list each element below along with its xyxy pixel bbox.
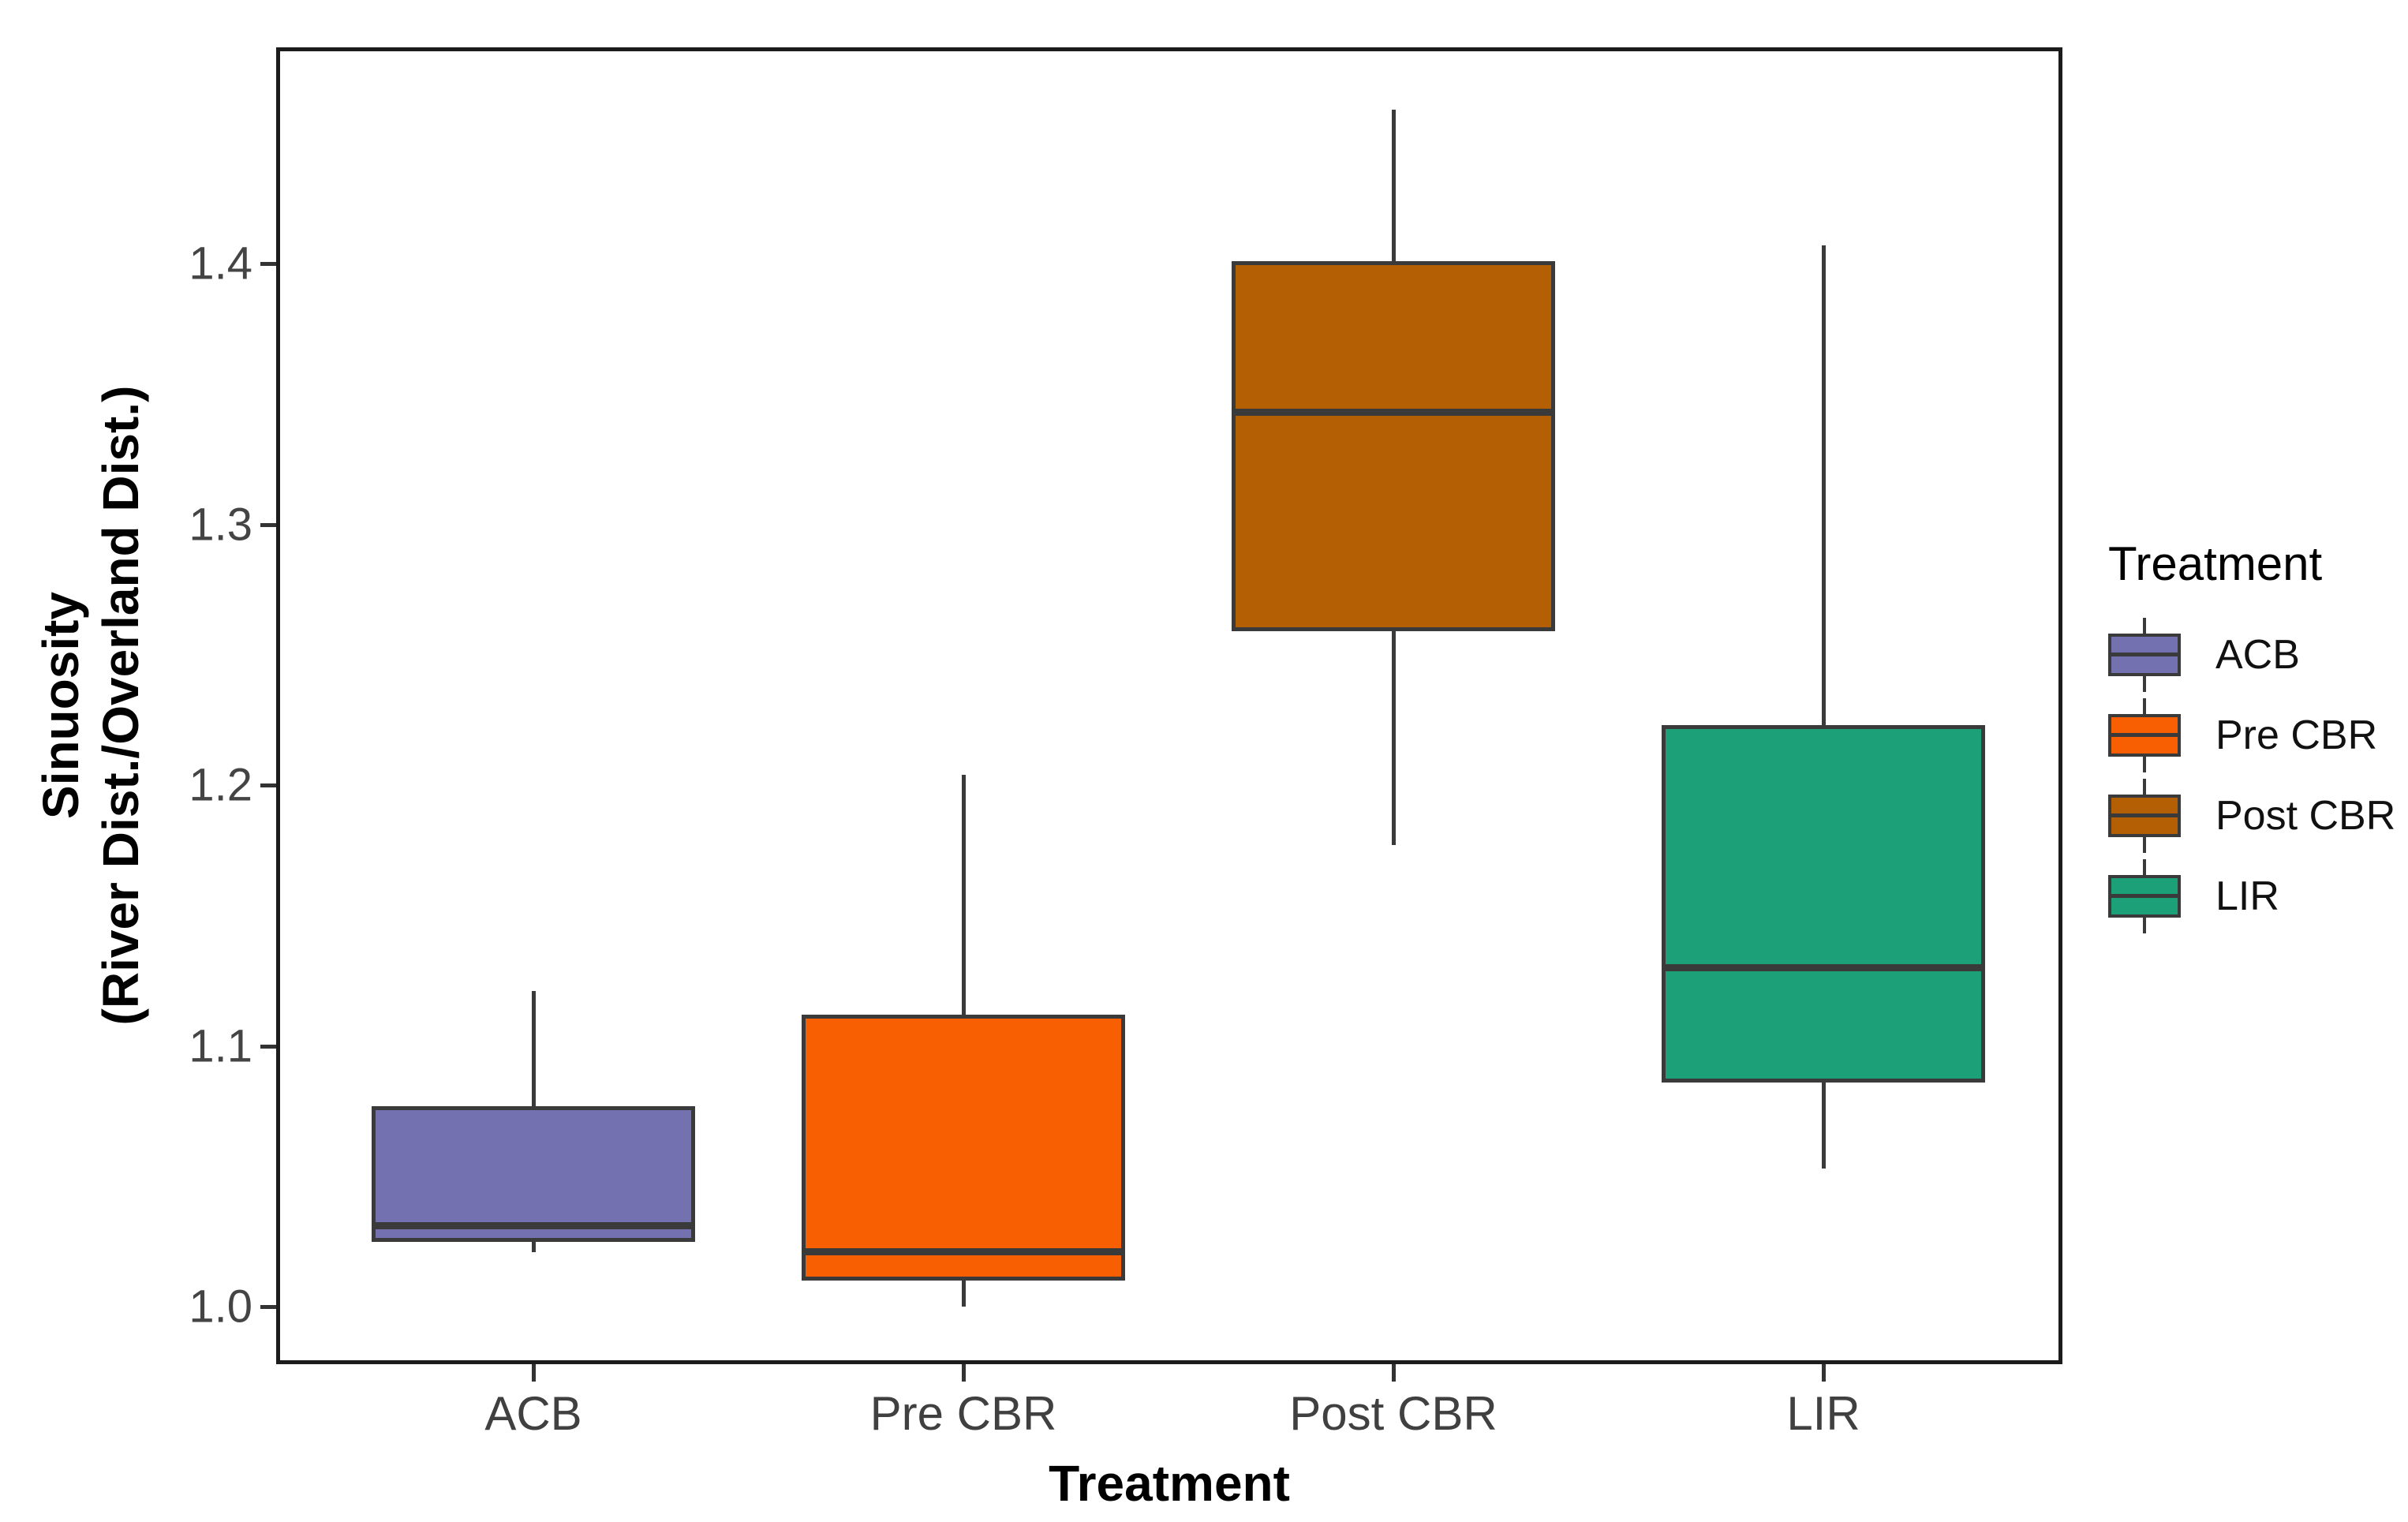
- legend-item-acb: ACB: [2108, 618, 2395, 692]
- y-axis-title-line2: (River Dist./Overland Dist.): [92, 385, 149, 1026]
- y-tick-label: 1.1: [189, 1020, 252, 1072]
- y-tick-mark: [260, 1305, 276, 1310]
- legend-item-pre-cbr: Pre CBR: [2108, 698, 2395, 772]
- legend-key-median: [2108, 894, 2181, 898]
- median-line: [1662, 964, 1985, 972]
- y-tick-label: 1.2: [189, 759, 252, 811]
- y-tick-label: 1.3: [189, 499, 252, 551]
- whisker-lower: [961, 1281, 966, 1307]
- median-line: [802, 1248, 1125, 1256]
- x-tick-mark: [1822, 1364, 1826, 1382]
- median-line: [372, 1222, 695, 1230]
- median-line: [1232, 409, 1555, 417]
- x-tick-mark: [532, 1364, 536, 1382]
- y-tick-label: 1.4: [189, 237, 252, 290]
- legend-item-lir: LIR: [2108, 859, 2395, 933]
- box-lir: [1662, 725, 1985, 1083]
- whisker-upper: [1391, 110, 1396, 261]
- legend-label: Pre CBR: [2215, 712, 2378, 758]
- legend-key-whisker: [2143, 837, 2146, 853]
- x-tick-mark: [1392, 1364, 1396, 1382]
- legend-item-post-cbr: Post CBR: [2108, 779, 2395, 853]
- x-tick-mark: [962, 1364, 966, 1382]
- legend-key-whisker: [2143, 676, 2146, 692]
- legend-label: Post CBR: [2215, 793, 2396, 839]
- legend: Treatment ACB Pre CBR Post CBR LIR: [2108, 537, 2395, 940]
- legend-key-whisker: [2143, 779, 2146, 795]
- whisker-lower: [1391, 631, 1396, 846]
- legend-key-whisker: [2143, 757, 2146, 772]
- x-tick-label: Post CBR: [1289, 1387, 1498, 1440]
- y-tick-mark: [260, 783, 276, 788]
- box-pre-cbr: [802, 1015, 1125, 1281]
- x-axis-title: Treatment: [1049, 1455, 1290, 1512]
- legend-key-whisker: [2143, 918, 2146, 933]
- legend-key-boxplot-icon: [2108, 618, 2181, 692]
- whisker-upper: [1821, 245, 1826, 726]
- legend-label: ACB: [2215, 632, 2300, 678]
- y-axis-title: Sinuosity (River Dist./Overland Dist.): [31, 153, 151, 1258]
- legend-title: Treatment: [2108, 537, 2323, 590]
- x-tick-label: ACB: [484, 1387, 582, 1440]
- whisker-lower: [531, 1241, 536, 1252]
- y-tick-mark: [260, 262, 276, 267]
- legend-key-median: [2108, 813, 2181, 817]
- whisker-upper: [961, 775, 966, 1015]
- legend-items: ACB Pre CBR Post CBR LIR: [2108, 618, 2395, 933]
- y-tick-mark: [260, 1044, 276, 1049]
- legend-key-boxplot-icon: [2108, 698, 2181, 772]
- legend-key-median: [2108, 653, 2181, 656]
- whisker-lower: [1821, 1083, 1826, 1169]
- x-tick-label: LIR: [1786, 1387, 1860, 1440]
- box-acb: [372, 1105, 695, 1242]
- legend-key-whisker: [2143, 859, 2146, 875]
- legend-key-boxplot-icon: [2108, 859, 2181, 933]
- y-tick-mark: [260, 522, 276, 527]
- whisker-upper: [531, 991, 536, 1106]
- box-post-cbr: [1232, 261, 1555, 632]
- y-axis-title-line1: Sinuosity: [32, 591, 89, 820]
- legend-key-boxplot-icon: [2108, 779, 2181, 853]
- legend-key-whisker: [2143, 618, 2146, 634]
- y-tick-label: 1.0: [189, 1281, 252, 1333]
- legend-key-median: [2108, 733, 2181, 737]
- legend-label: LIR: [2215, 873, 2279, 919]
- legend-key-whisker: [2143, 698, 2146, 714]
- x-tick-label: Pre CBR: [869, 1387, 1057, 1440]
